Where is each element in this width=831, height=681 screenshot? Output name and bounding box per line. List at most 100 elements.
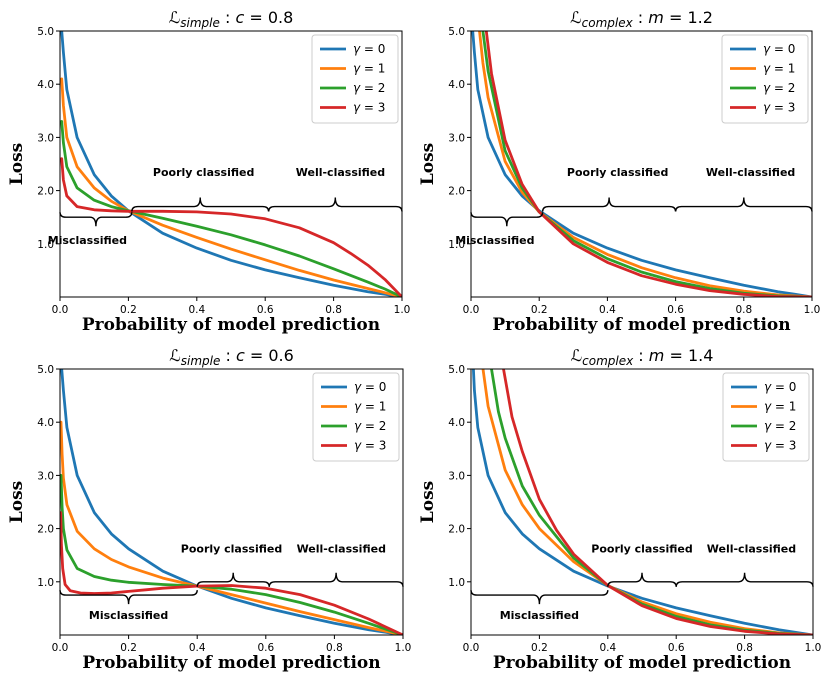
legend-label: γ = 1 bbox=[354, 400, 386, 414]
series-line-gamma-3 bbox=[60, 511, 403, 635]
y-axis-label: Loss bbox=[418, 143, 438, 185]
x-axis-label: Probability of model prediction bbox=[82, 315, 380, 335]
legend-label: γ = 2 bbox=[354, 419, 386, 433]
well-classified-label: Well-classified bbox=[707, 543, 796, 556]
y-tick-label: 3.0 bbox=[448, 132, 465, 144]
y-tick-label: 5.0 bbox=[37, 26, 54, 38]
legend-label: γ = 0 bbox=[354, 380, 386, 394]
plot-frame bbox=[59, 368, 404, 636]
y-tick-label: 2.0 bbox=[448, 186, 465, 198]
misclassified-brace bbox=[59, 590, 198, 605]
misclassified-brace bbox=[59, 212, 133, 227]
x-tick-label: 0.0 bbox=[52, 642, 69, 654]
plot-frame bbox=[470, 368, 814, 636]
series-line-gamma-3 bbox=[60, 157, 402, 297]
y-tick-label: 2.0 bbox=[37, 186, 54, 198]
y-tick-label: 5.0 bbox=[448, 26, 465, 38]
y-tick-label: 4.0 bbox=[448, 417, 465, 429]
y-tick-label: 4.0 bbox=[37, 417, 54, 429]
x-tick-label: 0.8 bbox=[326, 642, 343, 654]
misclassified-brace bbox=[470, 590, 609, 605]
plot-frame bbox=[59, 30, 403, 298]
legend-label: γ = 3 bbox=[763, 101, 795, 115]
well-classified-label: Well-classified bbox=[297, 543, 386, 556]
legend-label: γ = 0 bbox=[763, 42, 795, 56]
legend: γ = 0 γ = 1 γ = 2 γ = 3 bbox=[311, 34, 399, 124]
y-tick-label: 1.0 bbox=[37, 239, 54, 251]
well-classified-brace bbox=[675, 572, 814, 587]
legend-label: γ = 0 bbox=[353, 42, 385, 56]
legend-label: γ = 2 bbox=[764, 419, 796, 433]
x-tick-label: 0.4 bbox=[189, 642, 206, 654]
panel-2: ℒcomplex : m = 1.2 0.0 0.2 0.4 0.6 0.8 1.0 1.0 2… bbox=[418, 8, 820, 335]
series-line-gamma-0 bbox=[60, 31, 402, 297]
y-axis-label: Loss bbox=[7, 143, 27, 185]
well-classified-brace bbox=[674, 197, 813, 212]
plot-frame bbox=[470, 30, 813, 298]
y-tick-label: 3.0 bbox=[37, 470, 54, 482]
x-tick-label: 0.0 bbox=[52, 304, 69, 316]
well-classified-brace bbox=[268, 572, 404, 587]
series-line-gamma-1 bbox=[60, 420, 403, 635]
legend-label: γ = 1 bbox=[763, 62, 795, 76]
series-line-gamma-1 bbox=[478, 31, 812, 297]
x-axis-label: Probability of model prediction bbox=[492, 315, 790, 335]
y-tick-label: 5.0 bbox=[37, 364, 54, 376]
misclassified-label: Misclassified bbox=[48, 234, 127, 247]
y-tick-label: 1.0 bbox=[448, 239, 465, 251]
x-tick-label: 1.0 bbox=[394, 304, 411, 316]
x-tick-label: 0.2 bbox=[531, 304, 548, 316]
series-line-gamma-0 bbox=[471, 31, 812, 297]
series-line-gamma-2 bbox=[60, 120, 402, 297]
legend-label: γ = 3 bbox=[353, 101, 385, 115]
panel-1: ℒsimple : c = 0.8 0.0 0.2 0.4 0.6 0.8 1.0 1.0 2.… bbox=[7, 8, 410, 335]
x-tick-label: 0.2 bbox=[120, 642, 137, 654]
legend-label: γ = 3 bbox=[354, 439, 386, 453]
x-tick-label: 0.0 bbox=[463, 304, 480, 316]
series-line-gamma-3 bbox=[484, 31, 812, 297]
series-line-gamma-0 bbox=[472, 369, 813, 635]
legend-box bbox=[721, 34, 809, 124]
y-tick-label: 4.0 bbox=[37, 79, 54, 91]
x-tick-label: 0.4 bbox=[599, 642, 616, 654]
x-tick-label: 0.6 bbox=[667, 304, 684, 316]
legend-box bbox=[312, 372, 400, 462]
misclassified-label: Misclassified bbox=[89, 609, 168, 622]
x-tick-label: 1.0 bbox=[395, 642, 412, 654]
legend-label: γ = 2 bbox=[763, 81, 795, 95]
well-classified-label: Well-classified bbox=[706, 166, 795, 179]
panel-title: ℒsimple : c = 0.6 bbox=[169, 346, 294, 368]
x-axis-label: Probability of model prediction bbox=[493, 653, 791, 673]
poorly-classified-brace bbox=[541, 197, 677, 212]
x-tick-label: 0.2 bbox=[531, 642, 548, 654]
y-axis-label: Loss bbox=[418, 481, 438, 523]
y-tick-label: 5.0 bbox=[448, 364, 465, 376]
legend-label: γ = 1 bbox=[764, 400, 796, 414]
misclassified-label: Misclassified bbox=[500, 609, 579, 622]
legend-label: γ = 1 bbox=[353, 62, 385, 76]
x-tick-label: 0.8 bbox=[325, 304, 342, 316]
legend-label: γ = 2 bbox=[353, 81, 385, 95]
well-classified-label: Well-classified bbox=[296, 166, 385, 179]
poorly-classified-label: Poorly classified bbox=[153, 166, 254, 179]
y-tick-label: 4.0 bbox=[448, 79, 465, 91]
poorly-classified-label: Poorly classified bbox=[181, 543, 282, 556]
series-line-gamma-1 bbox=[60, 77, 402, 297]
x-tick-label: 1.0 bbox=[804, 304, 821, 316]
poorly-classified-label: Poorly classified bbox=[591, 543, 692, 556]
y-tick-label: 1.0 bbox=[37, 577, 54, 589]
y-axis-label: Loss bbox=[7, 481, 27, 523]
x-tick-label: 0.6 bbox=[257, 642, 274, 654]
misclassified-brace bbox=[470, 212, 544, 227]
x-tick-label: 0.8 bbox=[735, 304, 752, 316]
x-tick-label: 0.8 bbox=[736, 642, 753, 654]
legend-label: γ = 0 bbox=[764, 380, 796, 394]
y-tick-label: 3.0 bbox=[448, 470, 465, 482]
legend-box bbox=[722, 372, 810, 462]
series-line-gamma-0 bbox=[60, 369, 403, 635]
x-tick-label: 0.2 bbox=[120, 304, 137, 316]
x-tick-label: 0.6 bbox=[668, 642, 685, 654]
well-classified-brace bbox=[267, 197, 403, 212]
panel-3: ℒsimple : c = 0.6 0.0 0.2 0.4 0.6 0.8 1.0 1.0 2.… bbox=[7, 346, 411, 673]
